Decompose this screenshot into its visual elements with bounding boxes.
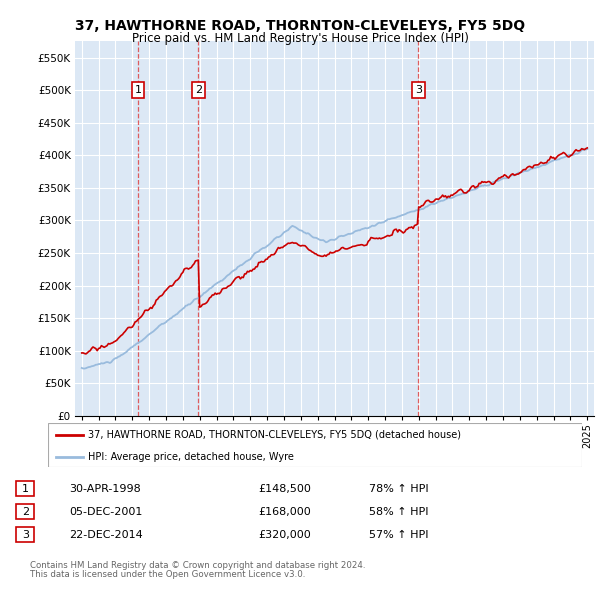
Text: 1: 1 [22,484,29,493]
Text: £168,000: £168,000 [258,507,311,516]
FancyBboxPatch shape [48,423,582,467]
Text: This data is licensed under the Open Government Licence v3.0.: This data is licensed under the Open Gov… [30,571,305,579]
Text: 78% ↑ HPI: 78% ↑ HPI [369,484,428,493]
Text: 57% ↑ HPI: 57% ↑ HPI [369,530,428,539]
Text: 1: 1 [134,85,142,95]
Text: 22-DEC-2014: 22-DEC-2014 [69,530,143,539]
Text: £320,000: £320,000 [258,530,311,539]
Text: 58% ↑ HPI: 58% ↑ HPI [369,507,428,516]
Text: 2: 2 [195,85,202,95]
Text: 3: 3 [22,530,29,539]
Text: 05-DEC-2001: 05-DEC-2001 [69,507,142,516]
Text: Price paid vs. HM Land Registry's House Price Index (HPI): Price paid vs. HM Land Registry's House … [131,32,469,45]
Text: £148,500: £148,500 [258,484,311,493]
Text: 2: 2 [22,507,29,516]
Text: 30-APR-1998: 30-APR-1998 [69,484,141,493]
Text: 37, HAWTHORNE ROAD, THORNTON-CLEVELEYS, FY5 5DQ (detached house): 37, HAWTHORNE ROAD, THORNTON-CLEVELEYS, … [88,430,461,440]
Text: 3: 3 [415,85,422,95]
Text: HPI: Average price, detached house, Wyre: HPI: Average price, detached house, Wyre [88,452,294,461]
Text: 37, HAWTHORNE ROAD, THORNTON-CLEVELEYS, FY5 5DQ: 37, HAWTHORNE ROAD, THORNTON-CLEVELEYS, … [75,19,525,33]
Text: Contains HM Land Registry data © Crown copyright and database right 2024.: Contains HM Land Registry data © Crown c… [30,561,365,570]
